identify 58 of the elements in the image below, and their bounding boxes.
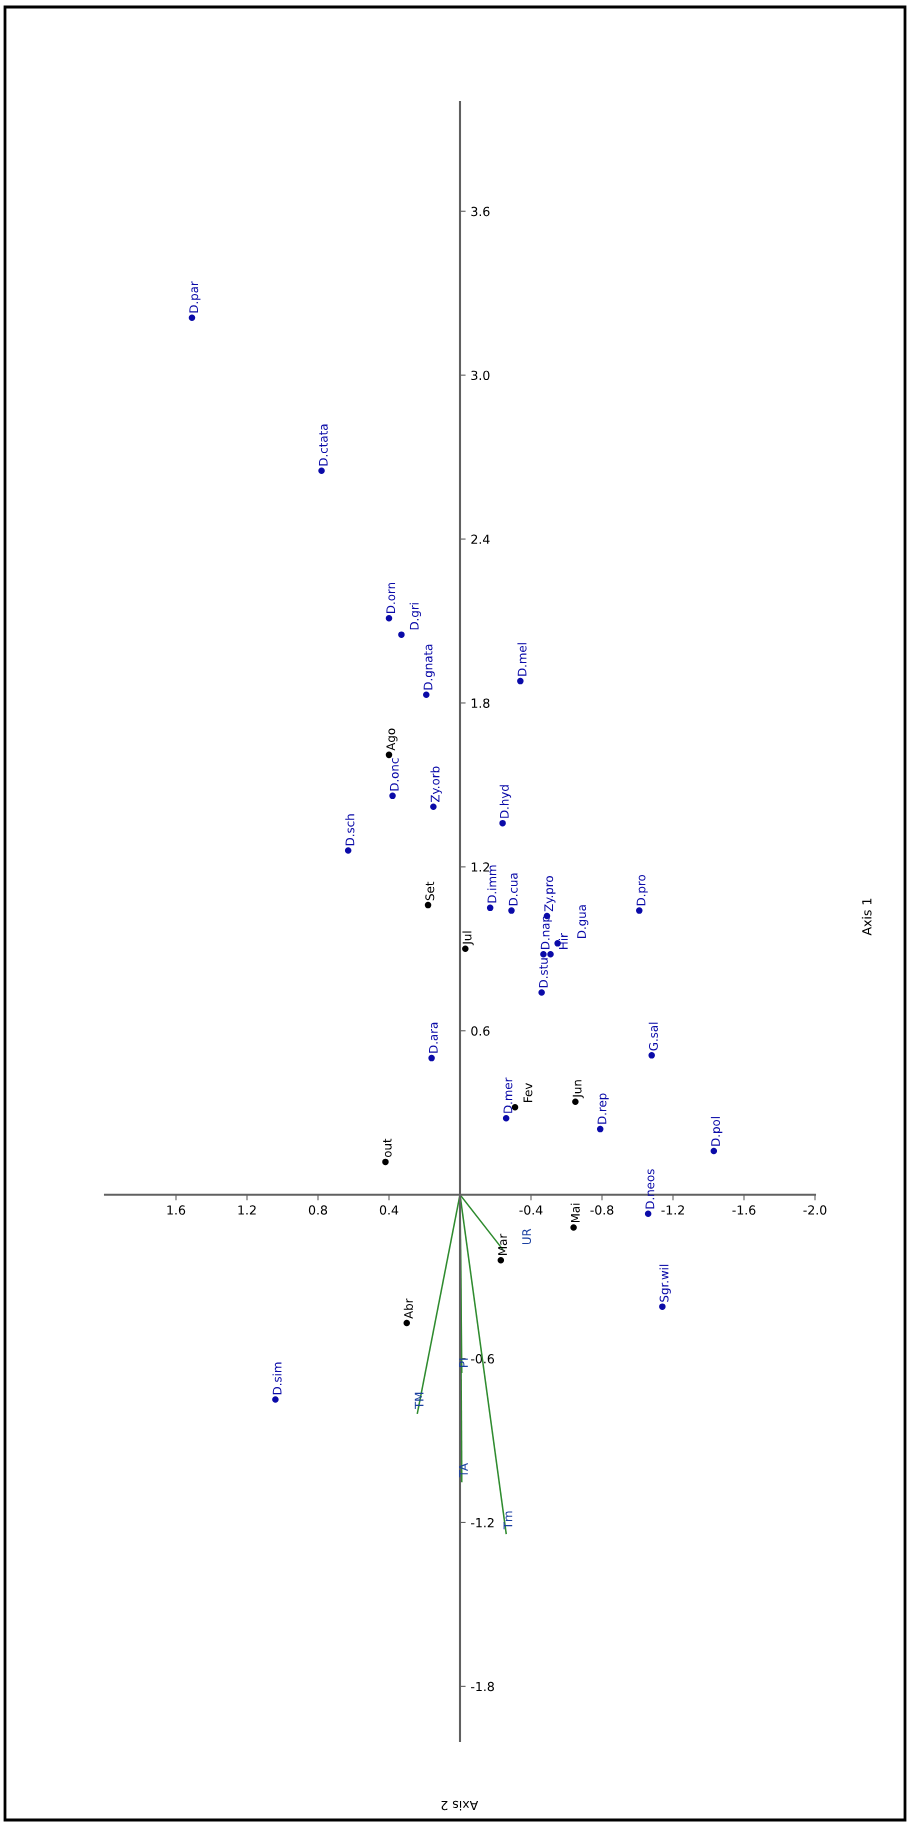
y-tick-label: 0.6 bbox=[471, 1026, 490, 1036]
x-tick-label: -2.0 bbox=[803, 1205, 827, 1215]
data-label: D.stu bbox=[539, 958, 548, 988]
data-label: Mar bbox=[498, 1233, 508, 1255]
data-label: D.gnata bbox=[423, 644, 435, 690]
y-tick-label: 2.4 bbox=[471, 534, 490, 544]
data-label: PI bbox=[459, 1358, 468, 1367]
x-tick-label: 0.8 bbox=[308, 1205, 328, 1215]
data-label: D.orn bbox=[386, 582, 396, 613]
data-label: Fev bbox=[523, 1083, 533, 1102]
data-label: D.ctata bbox=[318, 424, 328, 466]
data-label: D.gua bbox=[577, 905, 589, 939]
data-label: Tm bbox=[503, 1511, 513, 1530]
data-label: Jul bbox=[462, 931, 474, 946]
y-tick-label: 1.2 bbox=[471, 862, 490, 872]
data-label: D.sim bbox=[272, 1362, 282, 1395]
data-label: Abr bbox=[403, 1298, 413, 1319]
data-label: Hir bbox=[558, 933, 568, 949]
data-label: D.par bbox=[189, 281, 201, 313]
data-label: D.cua bbox=[508, 873, 518, 906]
data-label: D.mel bbox=[517, 643, 527, 676]
data-label: Sgr.wil bbox=[659, 1264, 671, 1302]
data-label: D.gri bbox=[409, 603, 422, 630]
data-label: Zy.pro bbox=[544, 876, 556, 912]
x-tick-label: -0.8 bbox=[590, 1205, 614, 1215]
y-axis-title: Axis 1 bbox=[861, 898, 872, 936]
data-label: D.pro bbox=[636, 874, 648, 906]
y-tick-label: 3.0 bbox=[471, 370, 490, 381]
data-label: D.hyd bbox=[499, 785, 512, 818]
data-label: out bbox=[383, 1138, 392, 1158]
data-label: TM bbox=[414, 1392, 424, 1410]
data-label: D.rep bbox=[597, 1093, 609, 1124]
data-label: D.pol bbox=[710, 1117, 723, 1146]
data-label: D.imm bbox=[487, 865, 497, 903]
data-label: D.sch bbox=[345, 814, 355, 846]
data-label: Jun bbox=[572, 1080, 584, 1099]
data-label: UR bbox=[522, 1228, 532, 1245]
data-label: D.mer bbox=[503, 1077, 513, 1113]
data-label: G.sal bbox=[648, 1022, 658, 1051]
x-axis-title: Axis 2 bbox=[441, 1800, 479, 1811]
data-label: Mai bbox=[570, 1203, 580, 1223]
y-tick-label: 1.8 bbox=[471, 698, 490, 708]
data-label: Zy.orb bbox=[430, 766, 442, 803]
data-label: Ago bbox=[386, 728, 398, 751]
y-tick-label: 3.6 bbox=[471, 206, 490, 217]
data-label: D.onc bbox=[389, 758, 399, 791]
y-tick-label: -1.8 bbox=[471, 1681, 494, 1692]
x-tick-label: -1.6 bbox=[732, 1205, 756, 1215]
x-tick-label: 0.4 bbox=[379, 1205, 399, 1215]
data-label: D.neos bbox=[645, 1169, 655, 1209]
x-tick-label: -0.4 bbox=[519, 1205, 543, 1215]
x-tick-label: 1.6 bbox=[167, 1205, 186, 1215]
x-tick-label: -1.2 bbox=[661, 1205, 684, 1215]
data-label: Set bbox=[425, 881, 435, 901]
y-tick-label: -1.2 bbox=[471, 1517, 494, 1528]
data-label: D.ara bbox=[429, 1022, 438, 1053]
data-label: TA bbox=[459, 1463, 468, 1478]
x-tick-label: 1.2 bbox=[238, 1205, 256, 1215]
